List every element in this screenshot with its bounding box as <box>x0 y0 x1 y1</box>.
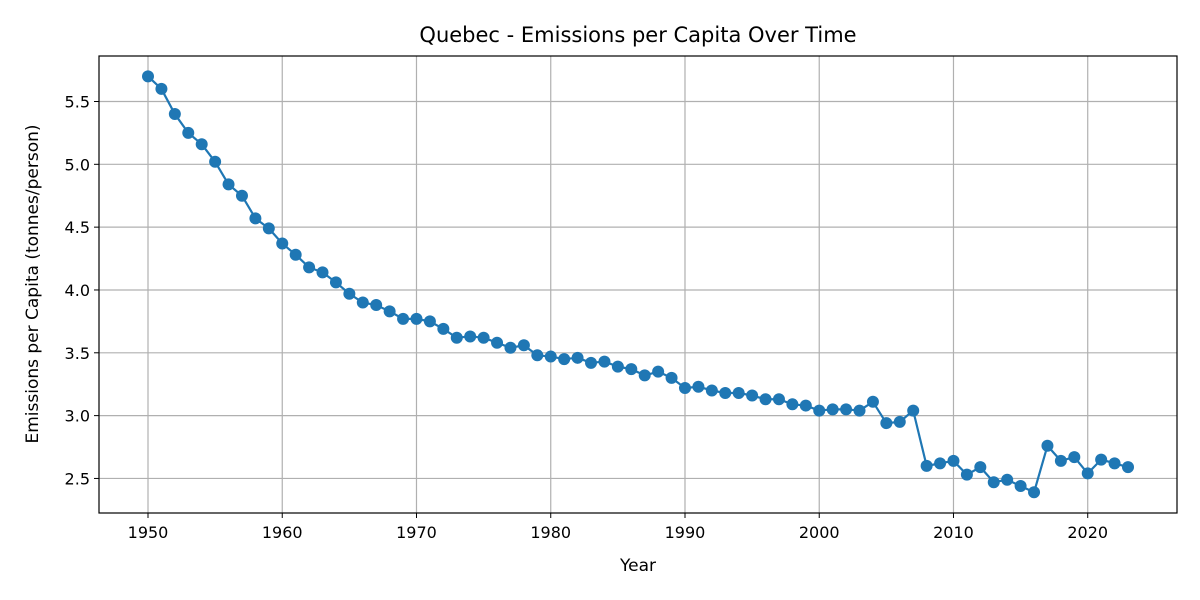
data-point <box>1028 486 1041 499</box>
data-point <box>316 266 329 279</box>
data-point <box>410 312 423 325</box>
data-point <box>853 404 866 417</box>
data-point <box>544 350 557 363</box>
data-point <box>531 349 544 362</box>
data-point <box>1122 461 1134 474</box>
data-point <box>772 393 785 406</box>
data-point <box>934 457 947 470</box>
data-point <box>611 360 624 373</box>
data-point <box>960 468 973 481</box>
data-point <box>866 395 879 408</box>
data-point <box>1014 479 1027 492</box>
data-point <box>262 222 275 235</box>
data-point <box>168 108 181 121</box>
data-point <box>571 351 584 364</box>
y-axis-label: Emissions per Capita (tonnes/person) <box>23 124 43 443</box>
data-point <box>786 398 799 411</box>
data-point <box>356 296 369 309</box>
data-point <box>746 389 759 402</box>
x-tick-label: 1980 <box>530 523 571 542</box>
data-point <box>719 387 732 400</box>
x-tick-label: 2000 <box>799 523 840 542</box>
data-point <box>209 155 222 168</box>
data-point <box>517 339 530 352</box>
data-point <box>987 476 1000 489</box>
x-tick-label: 2010 <box>933 523 974 542</box>
data-point <box>1095 453 1108 466</box>
data-point <box>329 276 342 289</box>
data-point <box>732 387 745 400</box>
data-point <box>222 178 235 191</box>
x-tick-label: 2020 <box>1067 523 1108 542</box>
data-point <box>1108 457 1121 470</box>
data-point <box>1001 473 1014 486</box>
y-tick-label: 5.5 <box>65 92 90 111</box>
data-point <box>759 393 772 406</box>
data-point <box>437 322 450 335</box>
data-point <box>1081 467 1094 480</box>
data-point <box>370 299 383 312</box>
y-tick-label: 4.0 <box>65 281 90 300</box>
data-point <box>652 365 665 378</box>
data-point <box>638 369 651 382</box>
y-tick-label: 5.0 <box>65 155 90 174</box>
data-point <box>235 189 248 202</box>
data-point <box>343 287 356 300</box>
x-axis-label: Year <box>619 556 656 576</box>
chart-title: Quebec - Emissions per Capita Over Time <box>419 23 856 47</box>
data-point <box>303 261 316 274</box>
data-point <box>558 353 571 366</box>
data-point <box>692 380 705 393</box>
data-point <box>276 237 289 250</box>
data-point <box>799 399 812 412</box>
data-point <box>1054 454 1067 467</box>
x-tick-label: 1960 <box>262 523 303 542</box>
data-point <box>947 454 960 467</box>
data-point <box>813 404 826 417</box>
y-tick-label: 4.5 <box>65 218 90 237</box>
data-point <box>1041 439 1054 452</box>
plot-frame <box>98 55 1178 514</box>
data-point <box>585 356 598 369</box>
data-point <box>826 403 839 416</box>
data-point <box>289 248 302 261</box>
data-point <box>625 363 638 376</box>
data-point <box>464 330 477 343</box>
axis-ticks: 1950 1960 1970 1980 1990 2000 2010 2020 2.5 3.0 3.… <box>65 92 1109 542</box>
data-point <box>678 381 691 394</box>
data-point <box>665 371 678 384</box>
x-tick-label: 1990 <box>665 523 706 542</box>
data-point <box>598 355 611 368</box>
data-point <box>182 126 195 139</box>
data-point <box>974 461 987 474</box>
y-tick-label: 2.5 <box>65 469 90 488</box>
data-point <box>397 312 410 325</box>
data-point <box>142 70 154 83</box>
data-point <box>423 315 436 328</box>
data-point <box>383 305 396 318</box>
data-point <box>491 336 504 349</box>
data-point <box>705 384 718 397</box>
data-point <box>450 331 463 344</box>
y-tick-label: 3.0 <box>65 407 90 426</box>
data-series <box>142 70 1134 499</box>
y-tick-label: 3.5 <box>65 344 90 363</box>
grid-lines <box>99 56 1177 513</box>
data-point <box>880 417 893 430</box>
data-point <box>1068 451 1081 464</box>
x-tick-label: 1970 <box>396 523 437 542</box>
data-point <box>840 403 853 416</box>
data-point <box>477 331 490 344</box>
x-tick-label: 1950 <box>128 523 169 542</box>
data-point <box>155 82 168 95</box>
data-point <box>907 404 920 417</box>
data-point <box>893 415 906 428</box>
data-point <box>504 341 517 354</box>
data-point <box>195 138 208 151</box>
data-point <box>920 459 933 472</box>
data-point <box>249 212 262 225</box>
